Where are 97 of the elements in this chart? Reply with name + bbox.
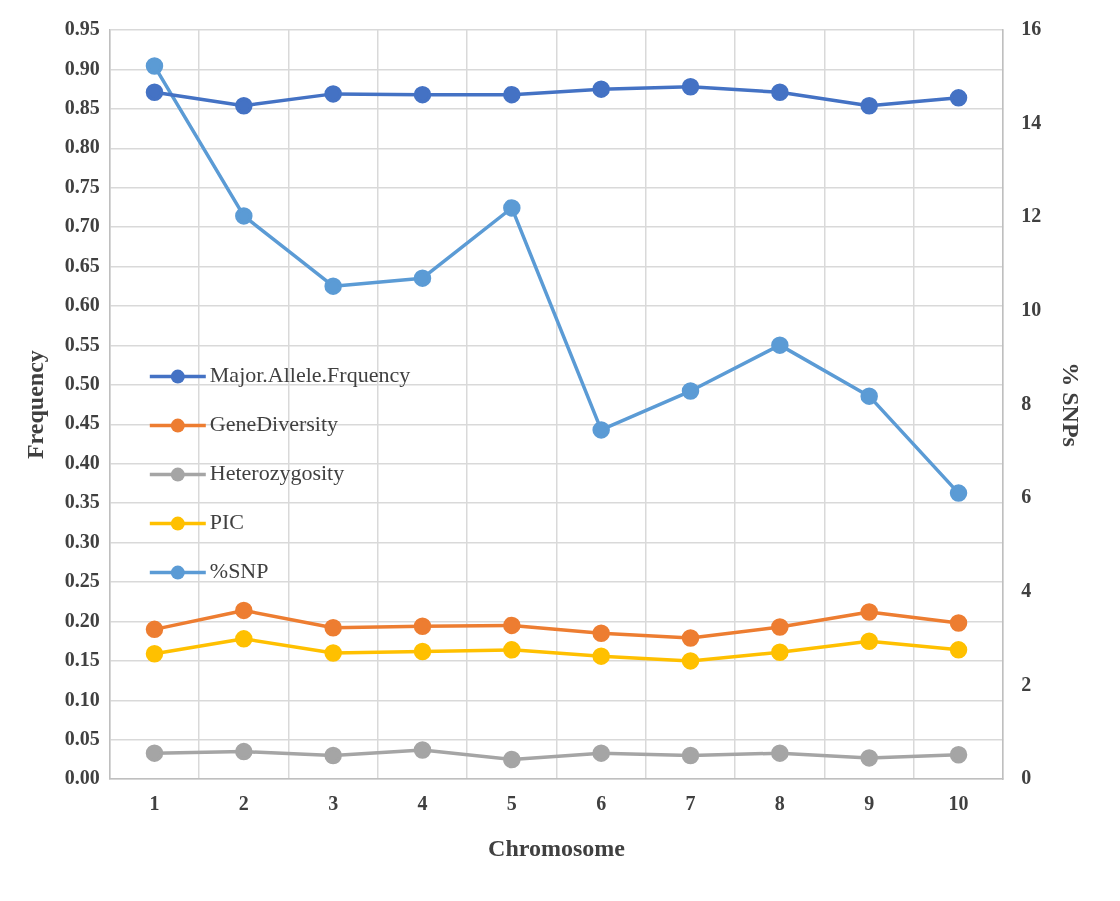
point	[324, 277, 342, 295]
point	[771, 643, 789, 661]
point	[860, 632, 878, 650]
y-tick-label: 0.40	[64, 450, 100, 473]
point	[324, 85, 342, 103]
point	[235, 742, 253, 761]
y-tick-label: 0.10	[64, 687, 100, 710]
point	[145, 620, 164, 639]
y-tick-label: 0.25	[64, 569, 100, 592]
y-tick-label: 0.15	[64, 648, 100, 671]
y-axis-title: Frequency	[21, 350, 48, 460]
point	[503, 616, 521, 635]
legend-label: %SNP	[209, 558, 269, 584]
point	[949, 484, 968, 502]
point	[949, 614, 968, 632]
legend-label: GeneDiversity	[209, 411, 339, 437]
y2-tick-label: 12	[1021, 204, 1042, 227]
point	[592, 744, 610, 762]
y2-tick-label: 16	[1021, 17, 1042, 40]
point	[324, 619, 342, 637]
point	[592, 421, 610, 439]
point	[681, 746, 700, 765]
y2-tick-label: 14	[1021, 110, 1042, 133]
legend-label: PIC	[209, 509, 245, 535]
point	[413, 617, 432, 635]
x-tick-label: 6	[596, 792, 607, 815]
x-tick-label: 1	[149, 792, 160, 815]
y-tick-label: 0.05	[64, 726, 100, 749]
legend-label: Heterozygosity	[209, 460, 345, 486]
y2-tick-label: 6	[1021, 485, 1032, 508]
y-tick-label: 0.70	[64, 214, 100, 237]
y-tick-label: 0.30	[64, 529, 100, 552]
point	[681, 382, 700, 400]
y-tick-label: 0.95	[64, 17, 100, 40]
y-tick-label: 0.80	[64, 135, 100, 158]
point	[949, 641, 968, 659]
point	[324, 644, 342, 662]
y-tick-label: 0.75	[64, 174, 100, 197]
point	[235, 601, 253, 620]
point	[503, 750, 521, 769]
point	[145, 83, 164, 102]
point	[681, 78, 700, 96]
point	[413, 85, 432, 104]
y-tick-label: 0.20	[64, 608, 100, 631]
y2-tick-label: 10	[1021, 298, 1042, 321]
y-tick-label: 0.55	[64, 332, 100, 355]
x-tick-label: 5	[506, 792, 517, 815]
point	[771, 83, 789, 102]
x-tick-label: 7	[685, 792, 696, 815]
y-tick-label: 0.65	[64, 253, 100, 276]
point	[860, 387, 878, 405]
y-tick-label: 0.50	[64, 372, 100, 395]
x-tick-label: 2	[238, 792, 249, 815]
y-tick-label: 0.60	[64, 293, 100, 316]
point	[235, 96, 253, 115]
x-tick-label: 4	[417, 792, 428, 815]
point	[592, 647, 610, 665]
x-tick-label: 9	[864, 792, 875, 815]
point	[592, 80, 610, 98]
point	[145, 645, 164, 663]
legend-label: Major.Allele.Frquency	[209, 362, 411, 388]
point	[949, 89, 968, 107]
point	[413, 741, 432, 759]
y2-tick-label: 4	[1021, 579, 1032, 602]
x-tick-label: 8	[774, 792, 785, 815]
point	[413, 642, 432, 661]
point	[860, 749, 878, 767]
point	[503, 85, 521, 104]
point	[413, 269, 432, 287]
point	[681, 652, 700, 670]
point	[949, 746, 968, 764]
point	[235, 630, 253, 648]
point	[771, 744, 789, 762]
y2-tick-label: 0	[1021, 766, 1032, 789]
point	[235, 207, 253, 225]
point	[145, 744, 164, 762]
y-tick-label: 0.45	[64, 411, 100, 434]
y-tick-label: 0.35	[64, 490, 100, 513]
y2-tick-label: 2	[1021, 672, 1032, 695]
point	[860, 96, 878, 115]
y-tick-label: 0.90	[64, 56, 100, 79]
x-axis-title: Chromosome	[488, 834, 626, 861]
point	[503, 199, 521, 217]
point	[592, 624, 610, 643]
y-tick-label: 0.00	[64, 766, 100, 789]
point	[145, 57, 164, 75]
x-tick-label: 10	[948, 792, 969, 815]
point	[324, 746, 342, 765]
point	[503, 641, 521, 659]
x-tick-label: 3	[328, 792, 339, 815]
y2-tick-label: 8	[1021, 391, 1032, 414]
point	[771, 336, 789, 354]
y2-axis-title: % SNPs	[1058, 362, 1085, 447]
point	[681, 629, 700, 647]
point	[771, 618, 789, 636]
point	[860, 603, 878, 621]
y-tick-label: 0.85	[64, 96, 100, 119]
